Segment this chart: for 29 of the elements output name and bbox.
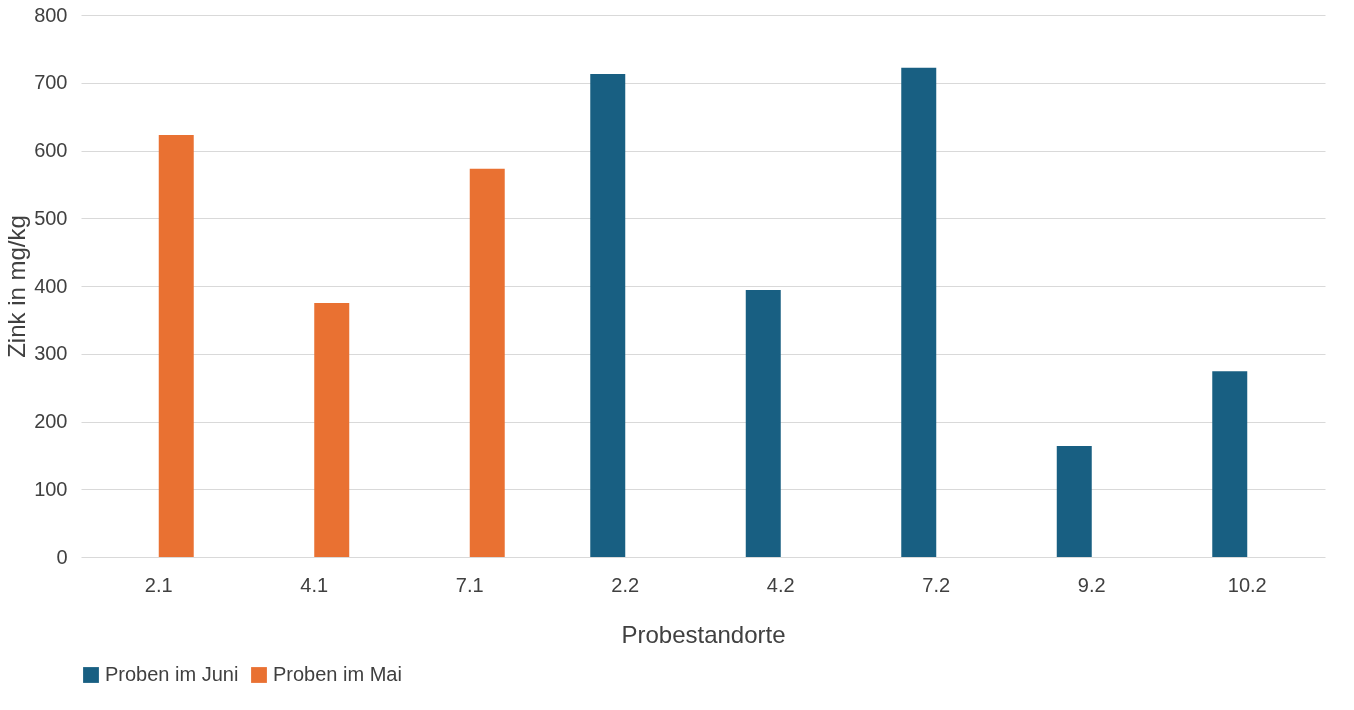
- y-tick-label: 700: [34, 71, 68, 94]
- bar: [745, 290, 781, 557]
- legend-label: Proben im Juni: [105, 663, 239, 685]
- x-tick-label: 9.2: [1077, 573, 1106, 596]
- bar: [469, 168, 505, 557]
- x-tick-label: 4.1: [300, 573, 329, 596]
- bar: [1056, 445, 1092, 557]
- x-tick-label: 2.1: [144, 573, 173, 596]
- y-tick-label: 200: [34, 410, 68, 432]
- bar: [314, 302, 350, 557]
- bar: [901, 67, 937, 557]
- y-tick-label: 100: [34, 477, 68, 500]
- y-tick-label: 400: [34, 274, 68, 297]
- bar: [158, 134, 194, 557]
- x-axis-title: Probestandorte: [621, 620, 786, 648]
- x-tick-label: 10.2: [1227, 573, 1267, 596]
- bar: [590, 73, 626, 557]
- y-tick-label: 0: [56, 545, 68, 568]
- y-tick-label: 300: [34, 342, 68, 365]
- x-tick-label: 4.2: [766, 573, 795, 596]
- legend-label: Proben im Mai: [273, 663, 402, 685]
- y-tick-label: 600: [34, 139, 68, 161]
- y-axis-title: Zink in mg/kg: [3, 215, 31, 358]
- x-tick-label: 7.1: [455, 573, 484, 596]
- y-tick-label: 800: [34, 3, 68, 26]
- bar: [1212, 371, 1248, 557]
- x-tick-label: 7.2: [922, 573, 951, 596]
- y-tick-label: 500: [34, 206, 68, 229]
- x-tick-label: 2.2: [611, 573, 640, 596]
